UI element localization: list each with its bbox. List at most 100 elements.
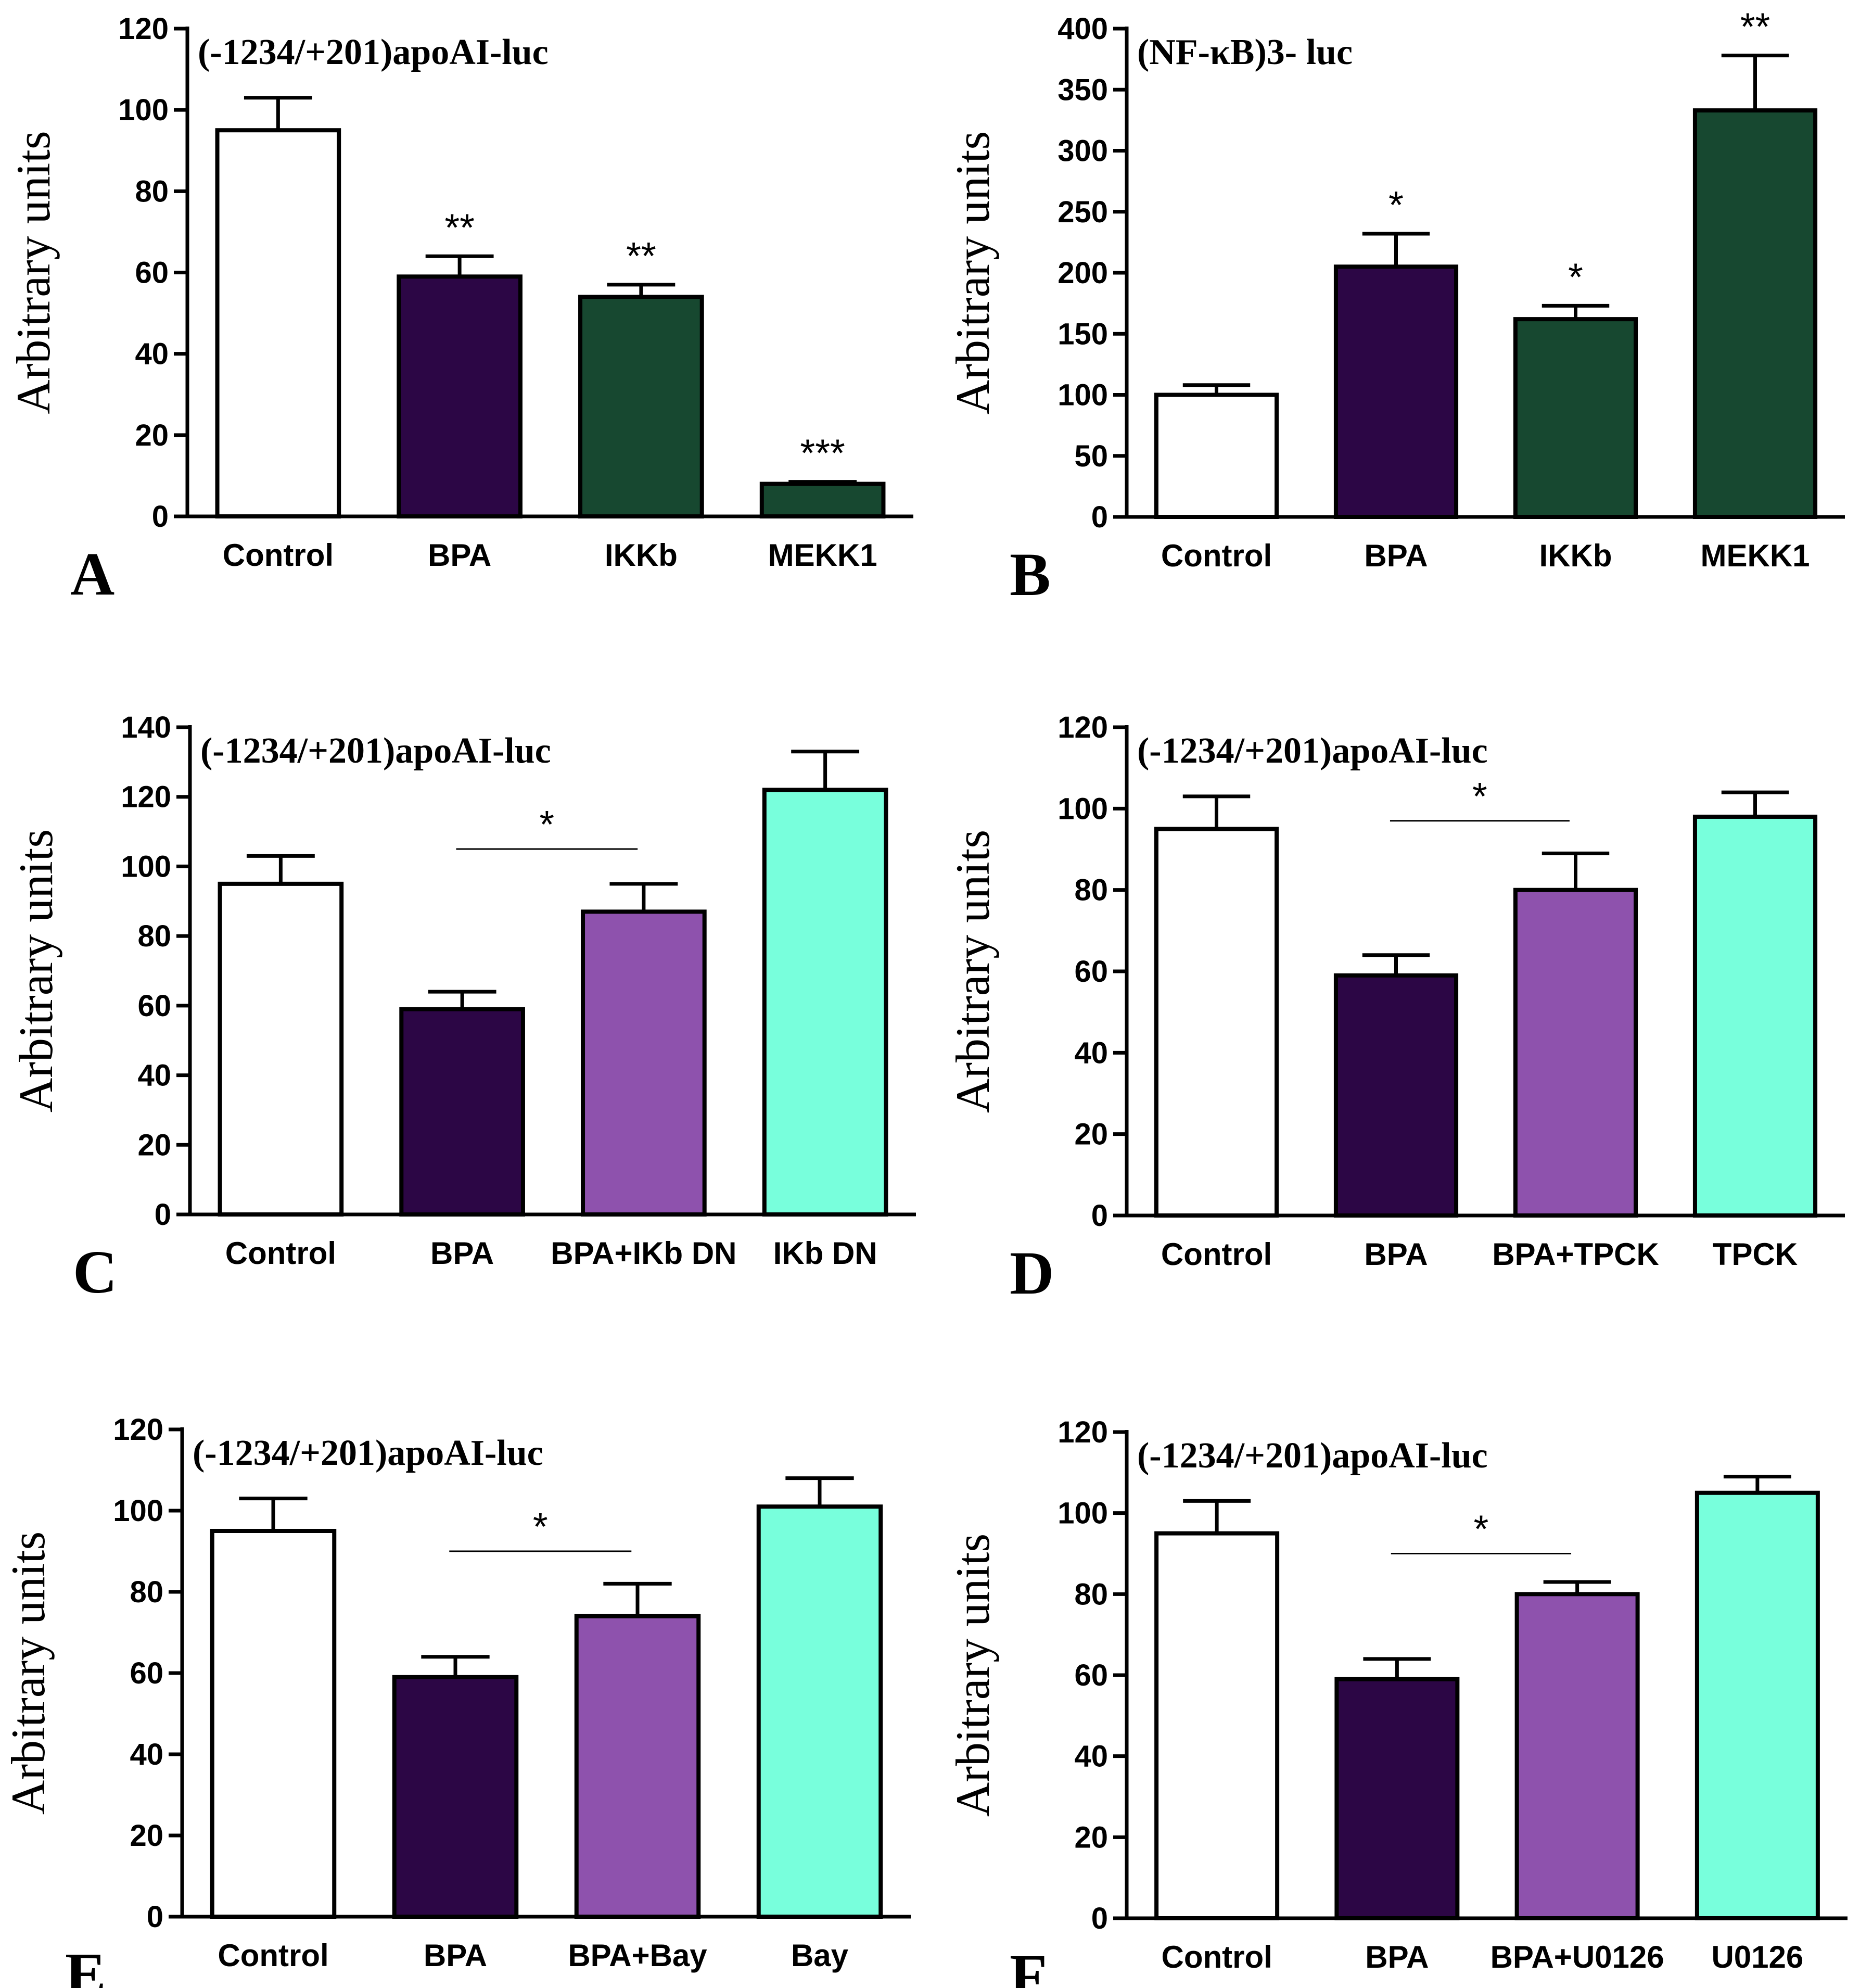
y-tick-label: 120 [113, 1413, 163, 1447]
y-tick-label: 140 [121, 711, 171, 744]
chart-panel-f: 0 20 40 60 80 100 120 Arbitrary units (-1234/+20… [946, 1415, 1848, 1988]
bar-bpa [1333, 264, 1459, 520]
y-tick-label: 40 [130, 1738, 163, 1771]
x-tick-label: U0126 [1711, 1940, 1803, 1974]
panel-title: (NF-κB)3- luc [1137, 32, 1353, 72]
x-tick-label: IKKb [1539, 538, 1612, 573]
significance-marker: *** [800, 432, 845, 475]
x-tick-label: Bay [791, 1938, 849, 1973]
y-tick-label: 80 [135, 174, 169, 208]
bar-control [1154, 827, 1279, 1218]
x-tick-label: MEKK1 [768, 538, 877, 573]
x-tick-label: BPA+Bay [568, 1938, 707, 1973]
bar-bpa-ikb-dn [581, 909, 707, 1217]
y-tick-label: 60 [1074, 1658, 1108, 1692]
y-tick-label: 0 [1091, 500, 1108, 534]
bar-bay [756, 1504, 883, 1919]
comparison-significance: * [533, 1505, 548, 1548]
y-tick-label: 250 [1058, 195, 1108, 229]
x-tick-label: BPA [430, 1236, 494, 1271]
x-tick-label: Control [218, 1938, 328, 1973]
comparison-significance: * [1473, 1508, 1488, 1551]
y-tick-label: 200 [1058, 256, 1108, 290]
bar-control [218, 881, 344, 1217]
y-tick-label: 50 [1074, 439, 1108, 473]
significance-marker: * [1388, 183, 1404, 226]
x-tick-label: Control [1161, 1237, 1272, 1272]
bar-mekk1 [759, 482, 886, 518]
x-tick-label: MEKK1 [1700, 538, 1810, 573]
panel-letter-label: B [1010, 540, 1051, 609]
y-axis-label: Arbitrary units [9, 829, 62, 1112]
x-tick-label: Control [225, 1236, 336, 1271]
y-tick-label: 80 [130, 1575, 163, 1609]
x-tick-label: BPA [424, 1938, 487, 1973]
bar-control [1154, 392, 1279, 519]
y-tick-label: 100 [1058, 1497, 1108, 1530]
y-tick-label: 80 [137, 919, 171, 953]
chart-panel-b: 0 50 100 150 200 250 300 350 400 Arbitrary units (… [946, 5, 1845, 609]
y-axis-label: Arbitrary units [7, 131, 60, 414]
comparison-significance: * [1472, 775, 1487, 818]
bar-bpa-u0126 [1514, 1592, 1640, 1920]
x-tick-label: BPA+U0126 [1490, 1940, 1664, 1974]
significance-marker: ** [626, 234, 656, 277]
y-tick-label: 80 [1074, 873, 1108, 907]
y-tick-label: 120 [121, 780, 171, 814]
panel-title: (-1234/+201)apoAI-luc [200, 731, 551, 771]
comparison-significance: * [539, 803, 554, 846]
y-tick-label: 0 [1091, 1902, 1108, 1935]
panel-title: (-1234/+201)apoAI-luc [193, 1433, 543, 1473]
chart-panel-e: 0 20 40 60 80 100 120 Arbitrary units (-1234/+20… [2, 1413, 911, 1988]
y-tick-label: 100 [1058, 792, 1108, 826]
bar-ikkb [1513, 317, 1638, 519]
panel-title: (-1234/+201)apoAI-luc [1137, 731, 1488, 771]
y-tick-label: 100 [121, 850, 171, 883]
significance-marker: ** [444, 206, 475, 249]
y-tick-label: 0 [1091, 1199, 1108, 1233]
y-tick-label: 400 [1058, 12, 1108, 46]
y-tick-label: 350 [1058, 73, 1108, 107]
bar-ikb-dn [762, 788, 888, 1217]
y-tick-label: 0 [147, 1900, 163, 1934]
y-tick-label: 120 [1058, 711, 1108, 744]
y-axis-label: Arbitrary units [2, 1531, 55, 1815]
chart-panel-a: 0 20 40 60 80 100 120 Arbitrary units (-1234/+20… [7, 12, 913, 608]
bar-bpa [1333, 973, 1459, 1218]
bar-bpa [399, 1007, 525, 1217]
x-tick-label: BPA [428, 538, 491, 573]
y-tick-label: 120 [1058, 1415, 1108, 1449]
x-tick-label: BPA [1365, 1940, 1429, 1974]
y-tick-label: 60 [137, 989, 171, 1023]
y-tick-label: 100 [113, 1494, 163, 1528]
bar-mekk1 [1692, 108, 1818, 520]
bar-bpa-bay [574, 1614, 701, 1919]
y-tick-label: 150 [1058, 317, 1108, 351]
x-tick-label: Control [1161, 1940, 1272, 1974]
panel-letter-label: E [65, 1940, 106, 1988]
x-tick-label: BPA [1364, 1237, 1428, 1272]
bar-control [1154, 1531, 1280, 1920]
x-tick-label: IKb DN [773, 1236, 877, 1271]
x-tick-label: Control [223, 538, 334, 573]
bar-control [215, 128, 341, 519]
y-tick-label: 40 [1074, 1740, 1108, 1774]
y-tick-label: 100 [1058, 378, 1108, 412]
panel-letter-label: F [1010, 1942, 1047, 1988]
panel-letter-label: A [70, 540, 114, 608]
bar-bpa [392, 1675, 519, 1919]
y-tick-label: 40 [1074, 1036, 1108, 1070]
bar-ikkb [578, 295, 704, 518]
x-tick-label: IKKb [605, 538, 678, 573]
panel-letter-label: D [1010, 1239, 1054, 1307]
y-tick-label: 60 [135, 256, 169, 290]
y-tick-label: 100 [118, 93, 169, 127]
x-tick-label: TPCK [1713, 1237, 1798, 1272]
bar-control [210, 1529, 337, 1919]
x-tick-label: Control [1161, 538, 1272, 573]
y-tick-label: 60 [1074, 955, 1108, 989]
y-tick-label: 20 [135, 419, 169, 452]
y-tick-label: 20 [130, 1819, 163, 1853]
y-tick-label: 40 [137, 1059, 171, 1093]
